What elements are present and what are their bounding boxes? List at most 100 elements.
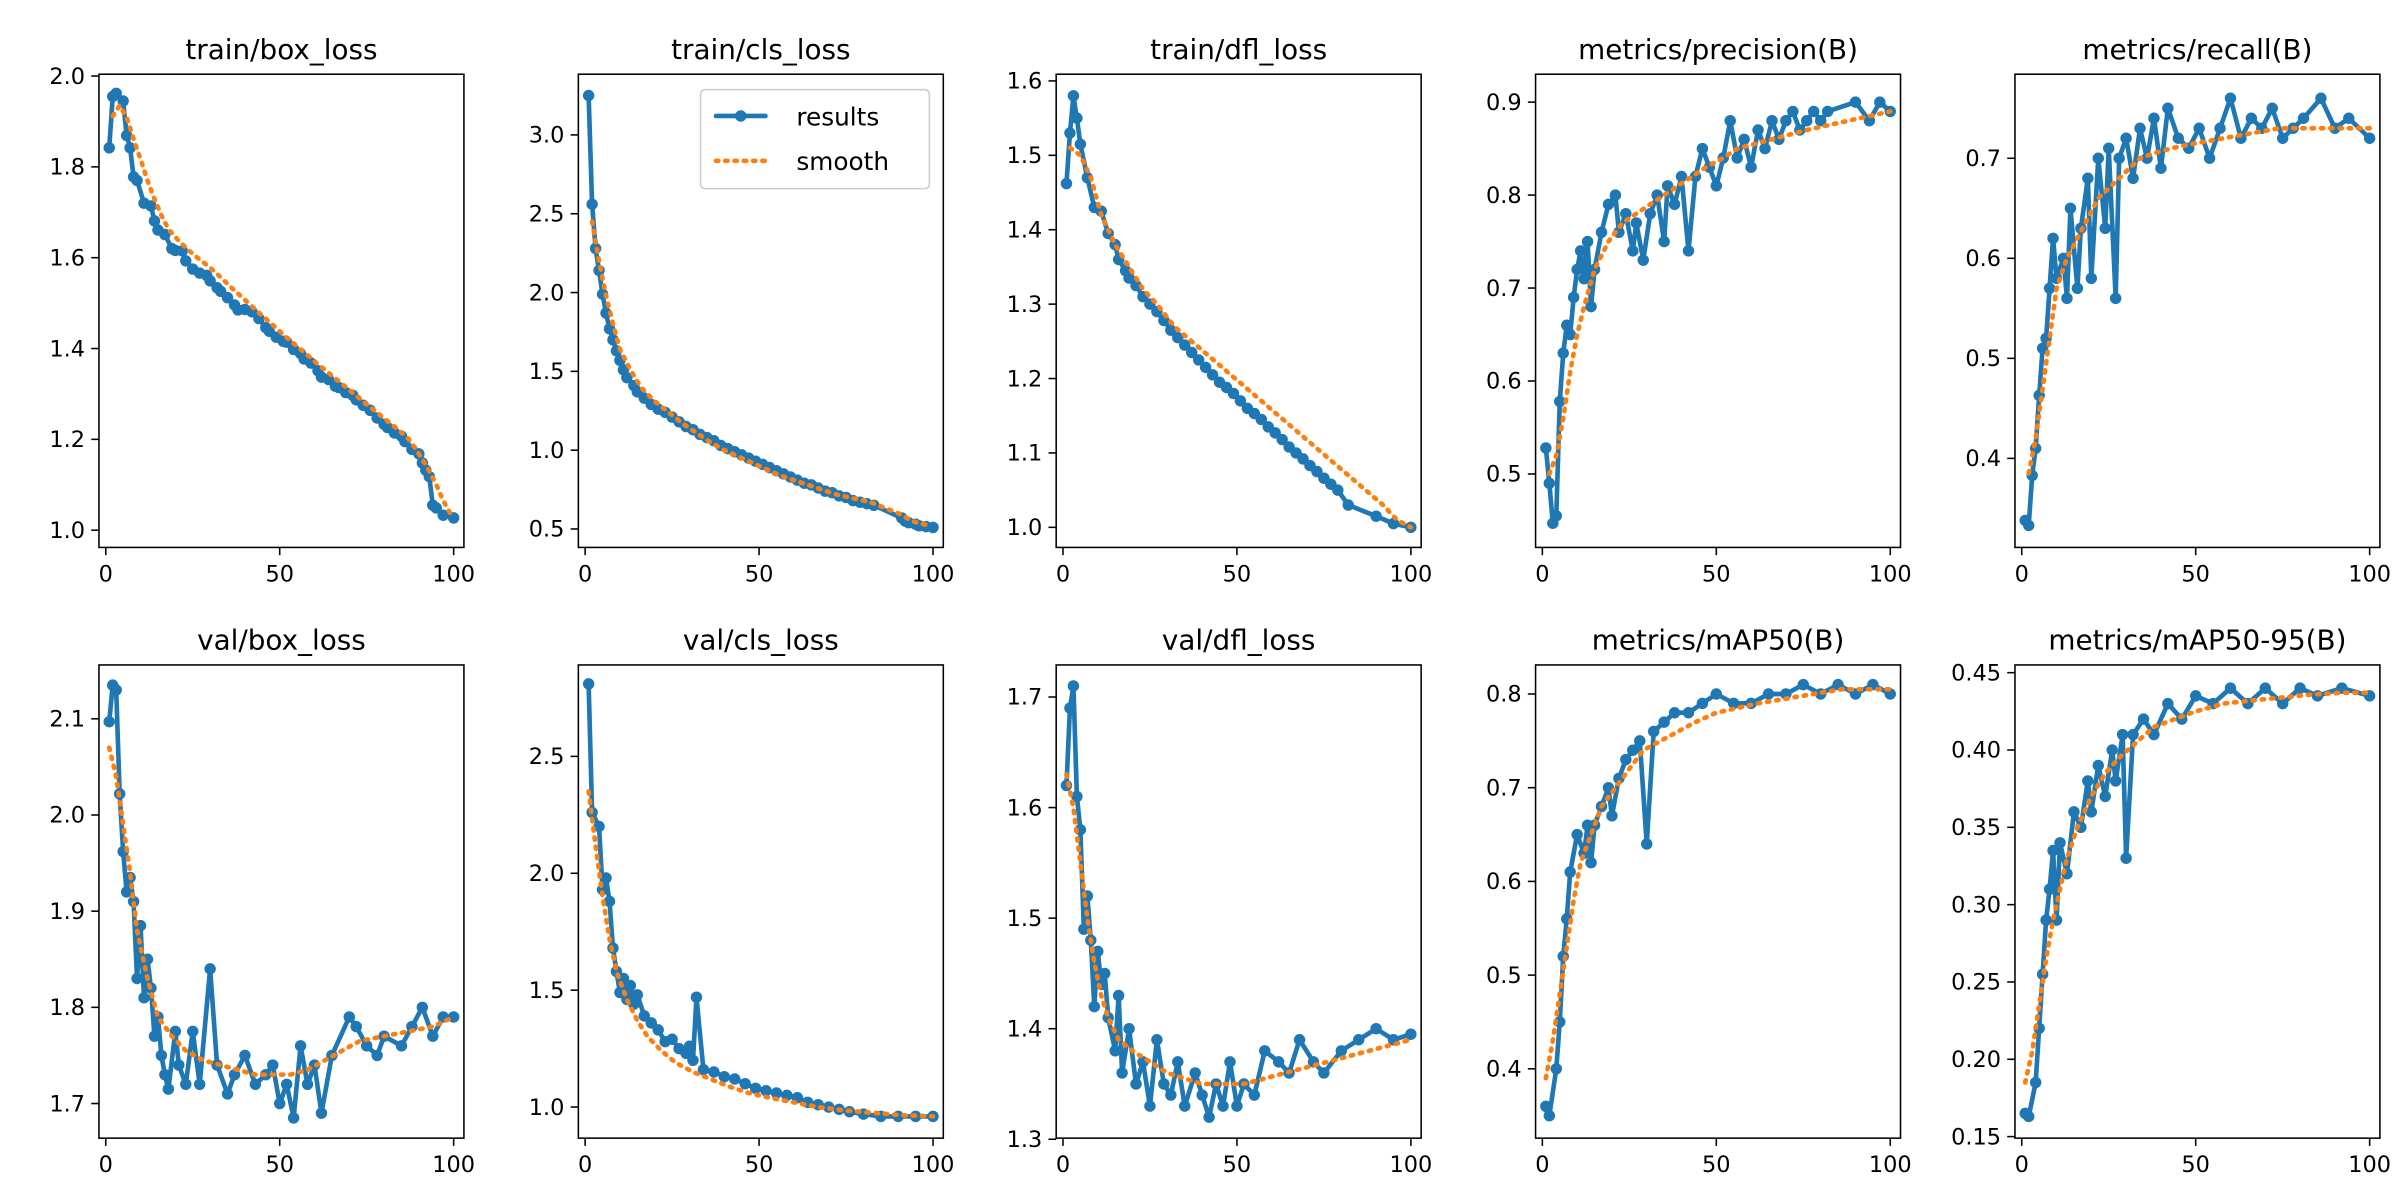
data-point-results — [173, 1059, 185, 1071]
data-point-results — [1801, 114, 1813, 127]
data-point-results — [395, 1040, 408, 1052]
data-point-results — [1560, 319, 1573, 331]
data-point-results — [1627, 744, 1639, 756]
series-line-smooth — [586, 789, 936, 1119]
data-point-results — [155, 1049, 168, 1062]
panel-metrics-map50-95-b: metrics/mAP50-95(B) 0 50 100 0.15 0.20 0.25 0.3… — [1951, 623, 2391, 1178]
y-tick-label: 1.6 — [49, 245, 85, 271]
data-point-results — [2363, 132, 2376, 144]
y-tick-label: 1.1 — [1007, 441, 1043, 467]
data-point-results — [1259, 1045, 1271, 1057]
data-point-results — [2071, 282, 2084, 295]
data-point-results — [1602, 198, 1615, 211]
data-point-results — [110, 684, 122, 696]
y-tick-label: 1.0 — [49, 518, 85, 544]
data-point-results — [2294, 682, 2306, 694]
data-point-results — [2266, 102, 2278, 114]
data-point-results — [2068, 806, 2080, 818]
data-point-results — [1151, 1034, 1163, 1046]
panel-metrics-map50-b: metrics/mAP50(B) 0 50 100 0.4 0.5 0.6 0.7 0.8 — [1486, 623, 1912, 1178]
y-tick-label: 0.25 — [1951, 970, 2001, 996]
y-tick-label: 3.0 — [529, 123, 565, 149]
data-point-results — [1165, 1089, 1177, 1101]
data-point-results — [294, 1040, 307, 1052]
panel-train-dfl-loss: train/dfl_loss 0 50 100 1.0 1.1 1.2 1.3 1.4 1.5 1.… — [1007, 33, 1433, 588]
y-tick-label: 0.8 — [1486, 682, 1522, 708]
series-line-smooth — [110, 101, 453, 516]
data-point-results — [221, 1088, 234, 1100]
data-point-results — [1071, 790, 1083, 803]
series-line-results — [2022, 685, 2372, 1119]
data-point-results — [1088, 1000, 1101, 1013]
data-point-results — [1217, 1100, 1229, 1112]
y-tick-label: 2.0 — [49, 803, 85, 829]
panel-title: val/dfl_loss — [1162, 623, 1316, 656]
data-point-results — [1272, 1056, 1285, 1068]
y-tick-label: 0.5 — [1486, 963, 1522, 989]
data-point-results — [2148, 112, 2160, 124]
series-line-smooth — [1067, 145, 1414, 530]
data-point-results — [1199, 361, 1212, 374]
data-point-results — [204, 963, 216, 975]
plot-frame — [2014, 664, 2381, 1139]
data-point-results — [1060, 177, 1073, 190]
y-tick-label: 0.5 — [1486, 462, 1522, 488]
y-tick-label: 1.2 — [1007, 366, 1043, 392]
data-point-results — [2022, 1110, 2035, 1123]
y-tick-label: 0.40 — [1951, 738, 2001, 764]
x-tick-label: 50 — [1223, 561, 1252, 587]
data-point-results — [1710, 180, 1723, 192]
plot-frame — [2014, 73, 2381, 549]
panel-val-dfl-loss: val/dfl_loss 0 50 100 1.3 1.4 1.5 1.6 1.7 — [1007, 623, 1433, 1178]
data-point-results — [1644, 207, 1656, 220]
data-point-results — [1574, 245, 1587, 257]
data-point-results — [1874, 96, 1886, 108]
legend-results-label: results — [796, 102, 879, 131]
y-tick-label: 1.6 — [1007, 795, 1043, 821]
data-point-results — [2061, 292, 2073, 305]
data-point-results — [280, 1078, 293, 1091]
x-tick-label: 0 — [2015, 561, 2029, 587]
x-tick-label: 50 — [2181, 561, 2210, 587]
series-line-smooth — [589, 219, 932, 529]
data-point-results — [582, 678, 595, 690]
data-point-results — [221, 291, 234, 304]
plot-frame — [98, 664, 465, 1139]
data-point-results — [1067, 90, 1080, 102]
y-tick-label: 0.7 — [1486, 775, 1522, 801]
data-point-results — [1606, 810, 1618, 822]
data-point-results — [1335, 1045, 1348, 1057]
data-point-results — [2106, 744, 2118, 756]
data-point-results — [1627, 245, 1639, 257]
data-point-results — [1185, 346, 1198, 359]
legend-smooth-label: smooth — [796, 147, 889, 176]
series-line-smooth — [2026, 125, 2372, 476]
data-point-results — [1123, 1022, 1135, 1035]
data-point-results — [1550, 1063, 1563, 1075]
data-point-results — [1814, 114, 1827, 127]
data-point-results — [1609, 189, 1622, 201]
data-point-results — [683, 1040, 696, 1052]
data-point-results — [360, 1040, 373, 1052]
series-line-results — [1064, 93, 1414, 530]
data-point-results — [1557, 347, 1569, 359]
data-point-results — [2113, 152, 2125, 164]
data-point-results — [138, 992, 150, 1004]
plot-frame — [1055, 664, 1422, 1139]
data-point-results — [1189, 1067, 1201, 1079]
data-point-results — [1387, 517, 1400, 530]
panel-title: metrics/recall(B) — [2082, 33, 2312, 66]
data-point-results — [1370, 1022, 1382, 1035]
panel-metrics-recall-b: metrics/recall(B) 0 50 100 0.4 0.5 0.6 0.7 — [1965, 33, 2391, 588]
x-tick-label: 0 — [1535, 1152, 1549, 1178]
data-point-results — [1092, 945, 1104, 958]
x-tick-label: 100 — [432, 561, 475, 587]
data-point-results — [1318, 1067, 1330, 1079]
data-point-results — [927, 521, 939, 534]
legend-results-marker — [735, 110, 747, 122]
data-point-results — [1620, 753, 1632, 766]
data-point-results — [1766, 114, 1778, 127]
data-point-results — [2082, 775, 2094, 787]
panel-val-cls-loss: val/cls_loss 0 50 100 1.0 1.5 2.0 2.5 — [529, 623, 955, 1178]
